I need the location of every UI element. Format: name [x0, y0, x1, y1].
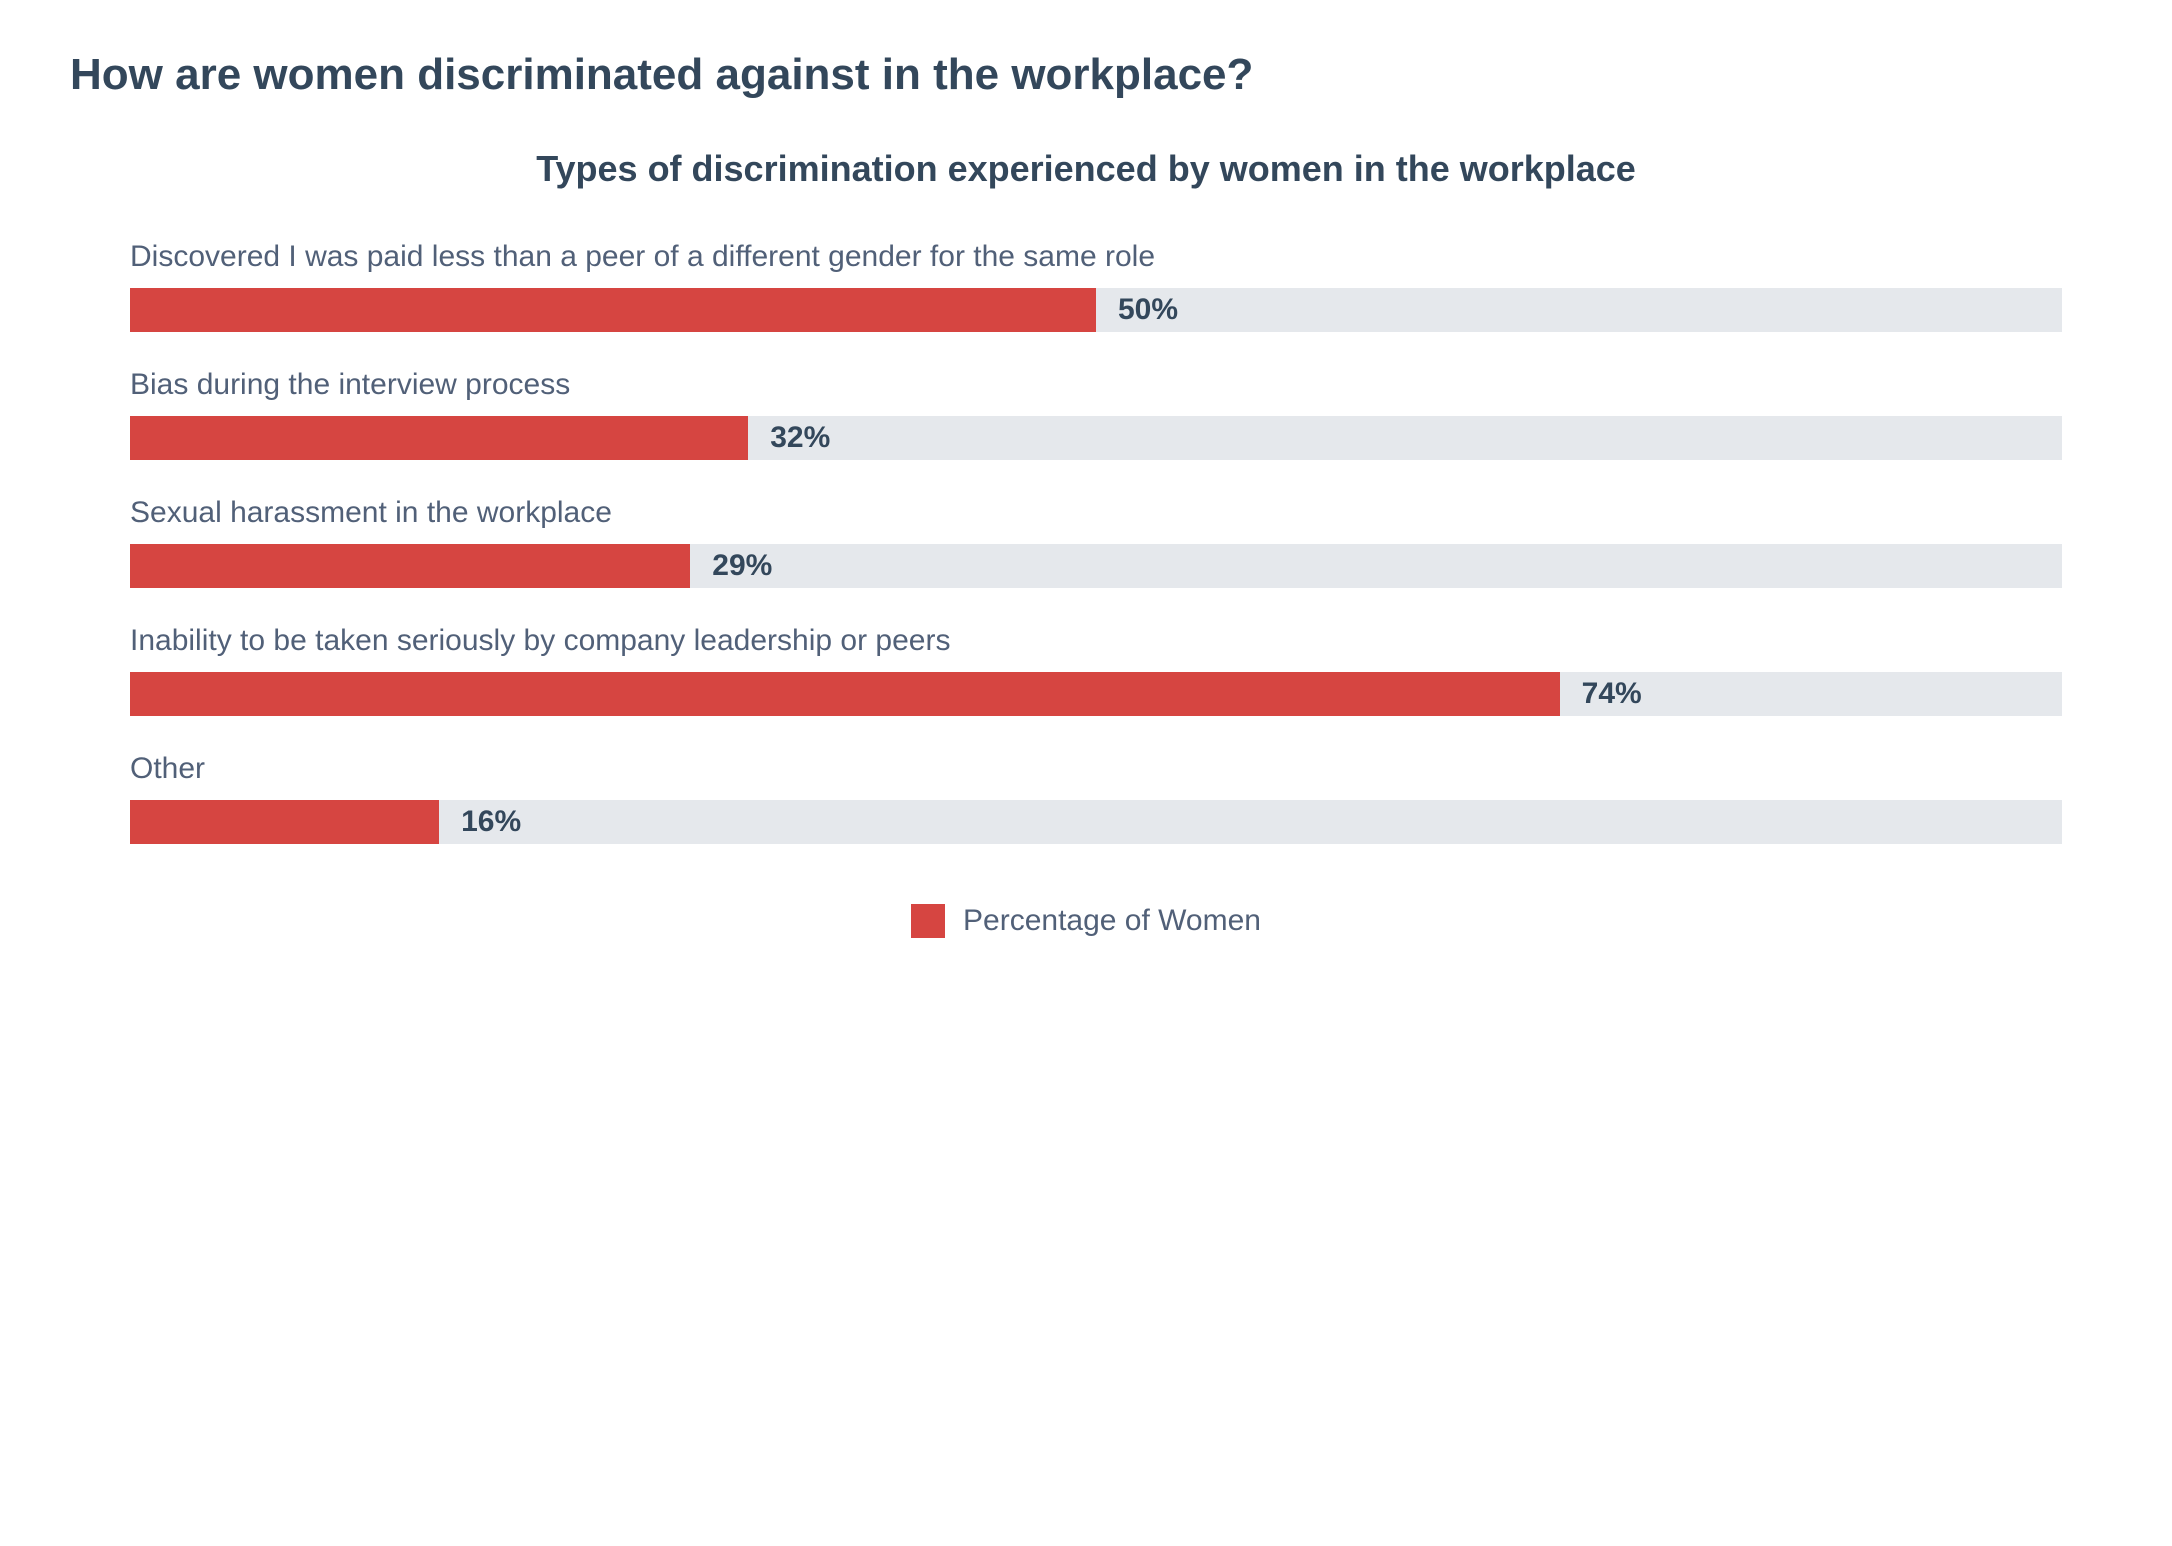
- bar-row: Other 16%: [130, 752, 2062, 844]
- bar-label: Discovered I was paid less than a peer o…: [130, 240, 2062, 274]
- bar-row: Bias during the interview process 32%: [130, 368, 2062, 460]
- legend-swatch: [911, 904, 945, 938]
- bar-label: Sexual harassment in the workplace: [130, 496, 2062, 530]
- bar-track: 50%: [130, 288, 2062, 332]
- bar-fill: [130, 416, 748, 460]
- bar-fill: [130, 288, 1096, 332]
- bar-fill: [130, 672, 1560, 716]
- bar-value: 74%: [1582, 677, 1642, 711]
- chart-legend: Percentage of Women: [70, 904, 2102, 938]
- bar-value: 50%: [1118, 293, 1178, 327]
- page-title: How are women discriminated against in t…: [70, 50, 2102, 100]
- bar-track: 16%: [130, 800, 2062, 844]
- bar-fill: [130, 544, 690, 588]
- bar-label: Other: [130, 752, 2062, 786]
- bar-value: 32%: [770, 421, 830, 455]
- bar-value: 29%: [712, 549, 772, 583]
- bar-track: 29%: [130, 544, 2062, 588]
- bar-label: Inability to be taken seriously by compa…: [130, 624, 2062, 658]
- bar-label: Bias during the interview process: [130, 368, 2062, 402]
- bar-track: 32%: [130, 416, 2062, 460]
- chart-subtitle: Types of discrimination experienced by w…: [70, 148, 2102, 190]
- bar-track: 74%: [130, 672, 2062, 716]
- bar-row: Inability to be taken seriously by compa…: [130, 624, 2062, 716]
- bar-fill: [130, 800, 439, 844]
- bar-value: 16%: [461, 805, 521, 839]
- bar-row: Discovered I was paid less than a peer o…: [130, 240, 2062, 332]
- bar-row: Sexual harassment in the workplace 29%: [130, 496, 2062, 588]
- legend-label: Percentage of Women: [963, 904, 1261, 938]
- bar-chart: Discovered I was paid less than a peer o…: [70, 240, 2102, 844]
